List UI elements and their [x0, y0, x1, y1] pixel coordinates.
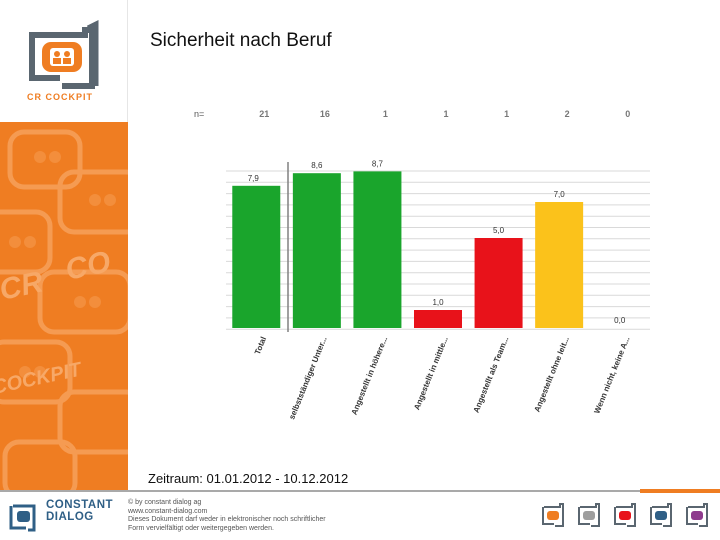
footer-divider [0, 490, 720, 492]
period-label: Zeitraum: 01.01.2012 - 10.12.2012 [148, 471, 349, 486]
page-title: Sicherheit nach Beruf [150, 30, 332, 51]
copyright-line: Dieses Dokument darf weder in elektronis… [128, 516, 326, 523]
value-label: 7,9 [248, 174, 260, 183]
bar [353, 171, 402, 328]
product-logo-icon [542, 503, 564, 527]
footer-copyright: © by constant dialog ag www.constant-dia… [128, 499, 326, 533]
category-label: Angestellt in mittle... [412, 335, 450, 411]
category-labels: Total selbstständiger Unter... Angestellt … [253, 335, 632, 420]
value-label: 1,0 [432, 298, 444, 307]
cr-cockpit-logo-icon: CR COCKPIT [27, 19, 99, 102]
sidebar-logo-area: CR COCKPIT [0, 0, 128, 122]
value-label: 5,0 [493, 226, 505, 235]
brand-line-2: DIALOG [46, 511, 94, 523]
bar-chart: n= 21 16 1 1 1 2 0 7,98,6 8,71,05,07,00,0 Total… [194, 109, 650, 421]
value-labels: 7,9 8,6 8,7 1,0 5,0 7,0 0,0 [248, 159, 626, 325]
bar [474, 238, 523, 328]
logo-text: CR COCKPIT [27, 92, 93, 102]
bar [232, 185, 281, 328]
value-label: 7,0 [554, 190, 566, 199]
n-value: 1 [504, 109, 509, 119]
n-value: 1 [443, 109, 448, 119]
copyright-line: Form vervielfältigt oder weitergegeben w… [128, 524, 274, 532]
copyright-line: © by constant dialog ag [128, 499, 202, 506]
product-logo-icon [614, 503, 636, 527]
svg-text:CO: CO [63, 245, 114, 287]
n-label: n= [194, 109, 204, 119]
value-label: 0,0 [614, 316, 626, 325]
product-logo-icon [578, 503, 600, 527]
n-value: 16 [320, 109, 330, 119]
n-value: 2 [565, 109, 570, 119]
value-label: 8,7 [372, 159, 384, 168]
category-label: selbstständiger Unter... [287, 335, 328, 420]
category-label: Angestellt als Team... [472, 335, 511, 414]
bars [232, 171, 584, 328]
logo-pattern-icon: CR CO COCKPIT [0, 129, 128, 490]
footer-accent [640, 489, 720, 493]
n-value: 21 [259, 109, 269, 119]
copyright-line: www.constant-dialog.com [128, 507, 208, 515]
footer-brand: CONSTANT DIALOG [46, 499, 113, 523]
sidebar: CR COCKPIT CR CO [0, 0, 128, 490]
bar [414, 310, 462, 328]
category-label: Total [253, 335, 268, 356]
bar [535, 202, 584, 328]
product-logo-icon [650, 503, 672, 527]
category-label: Angestellt in höhere... [350, 335, 390, 416]
n-values: 21 16 1 1 1 2 0 [259, 109, 630, 119]
value-label: 8,6 [311, 161, 323, 170]
n-value: 1 [383, 109, 388, 119]
constant-dialog-logo-icon [9, 504, 36, 532]
category-label: Angestellt ohne leit... [533, 335, 571, 413]
brand-line-1: CONSTANT [46, 499, 114, 511]
bar [292, 173, 341, 328]
category-label: Wenn nicht, keine A... [592, 335, 631, 415]
sidebar-pattern: CR CO COCKPIT [0, 122, 128, 490]
product-logo-icon [686, 503, 708, 527]
sidebar-divider [127, 0, 128, 122]
n-value: 0 [625, 109, 630, 119]
